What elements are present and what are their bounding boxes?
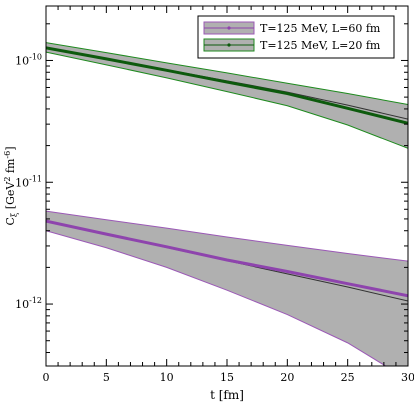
- y-tick-base: 10: [15, 54, 29, 67]
- x-axis-label: t [fm]: [210, 388, 244, 402]
- y-tick-label: 10-10: [15, 52, 42, 67]
- y-axis-label-units: [GeV: [4, 181, 17, 213]
- x-tick-label: 0: [43, 371, 50, 384]
- legend: T=125 MeV, L=60 fm T=125 MeV, L=20 fm: [198, 16, 394, 58]
- x-tick-label: 15: [220, 371, 234, 384]
- series-layer: [46, 43, 408, 380]
- y-tick-label: 10-12: [15, 296, 42, 311]
- y-tick-base: 10: [15, 298, 29, 311]
- y-tick-exponent: -12: [29, 296, 42, 305]
- error-band-0: [46, 211, 408, 379]
- y-tick-exponent: -11: [29, 174, 42, 183]
- legend-label-0: T=125 MeV, L=60 fm: [260, 22, 381, 35]
- y-axis-label-exp2: -6: [3, 151, 12, 159]
- y-tick-label: 10-11: [15, 174, 42, 189]
- x-tick-label: 20: [280, 371, 294, 384]
- legend-label-1: T=125 MeV, L=20 fm: [260, 39, 381, 52]
- y-axis-label-main: C: [4, 217, 17, 225]
- y-axis-label-units-mid: fm: [4, 158, 17, 177]
- x-tick-label: 5: [103, 371, 110, 384]
- y-tick-base: 10: [15, 176, 29, 189]
- legend-marker-1: [227, 43, 230, 46]
- x-tick-label: 10: [160, 371, 174, 384]
- y-axis-label: Cξ [GeV2 fm-6]: [3, 146, 19, 225]
- x-tick-label: 25: [341, 371, 355, 384]
- x-tick-label: 30: [401, 371, 414, 384]
- y-tick-exponent: -10: [29, 52, 42, 61]
- legend-marker-0: [227, 26, 230, 29]
- y-axis-label-units-post: ]: [4, 146, 17, 150]
